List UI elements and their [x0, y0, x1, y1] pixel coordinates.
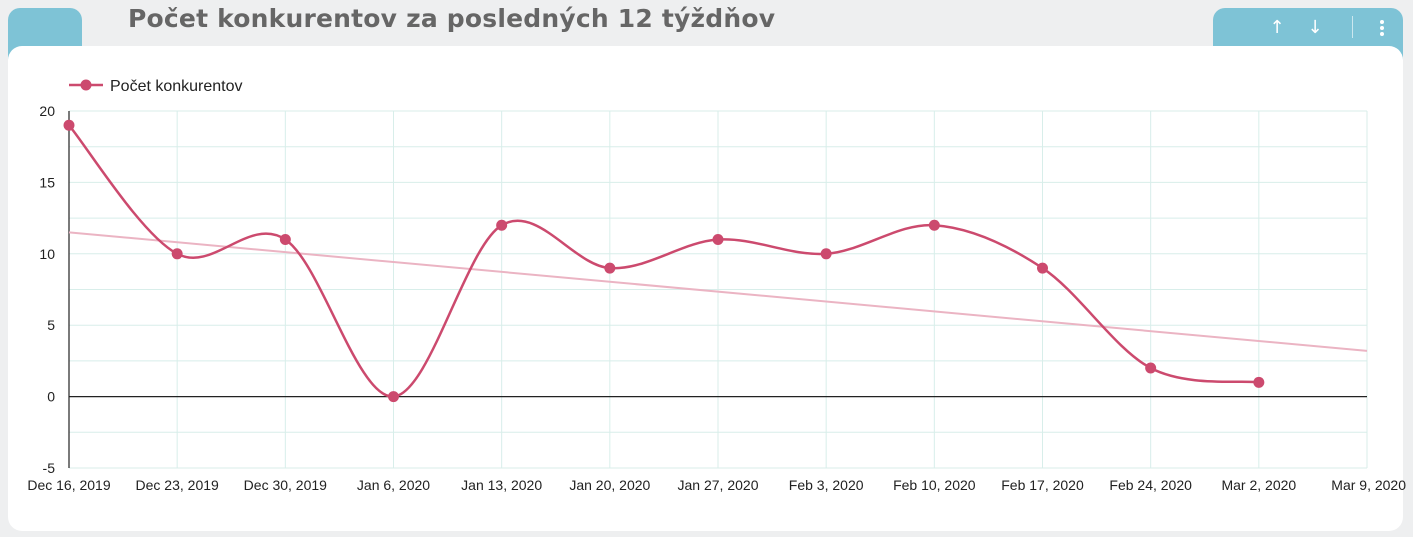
page-title: Počet konkurentov za posledných 12 týždň… [128, 4, 776, 33]
move-down-button[interactable]: ↓ [1302, 14, 1328, 42]
x-tick-label: Mar 9, 2020 [1331, 477, 1406, 493]
x-tick-label: Feb 3, 2020 [789, 477, 864, 493]
series-line [68, 124, 1259, 398]
x-tick-label: Dec 30, 2019 [244, 477, 327, 493]
y-tick-label: -5 [43, 460, 56, 476]
data-point [279, 234, 291, 246]
data-point [820, 248, 832, 260]
chart-card [8, 46, 1403, 531]
legend-label: Počet konkurentov [110, 78, 243, 95]
data-point [388, 391, 399, 403]
y-tick-label: 5 [47, 317, 55, 333]
data-point [1037, 262, 1048, 274]
legend-marker [80, 79, 92, 91]
y-tick-label: 0 [47, 389, 55, 405]
data-point [171, 248, 183, 260]
data-points [63, 119, 1265, 403]
trend-line [68, 231, 1368, 352]
data-point [928, 219, 940, 231]
x-tick-label: Jan 13, 2020 [461, 477, 542, 493]
x-tick-label: Jan 27, 2020 [678, 477, 759, 493]
x-tick-label: Feb 24, 2020 [1109, 477, 1192, 493]
controls-divider [1352, 16, 1353, 38]
data-point [712, 234, 724, 246]
move-up-button[interactable]: ↑ [1264, 14, 1290, 42]
x-tick-label: Feb 17, 2020 [1001, 477, 1084, 493]
y-axis-labels: -5 0 5 10 15 20 [39, 103, 55, 476]
y-tick-label: 10 [39, 246, 55, 262]
x-tick-label: Dec 23, 2019 [136, 477, 219, 493]
y-tick-label: 15 [39, 174, 55, 190]
x-tick-label: Mar 2, 2020 [1221, 477, 1296, 493]
x-axis-labels: Dec 16, 2019 Dec 23, 2019 Dec 30, 2019 Jan … [27, 477, 1406, 493]
data-point [1253, 376, 1265, 388]
data-point [63, 119, 75, 131]
axes [68, 111, 1367, 468]
legend: Počet konkurentov [69, 78, 243, 95]
grid [69, 110, 1368, 469]
x-tick-label: Jan 20, 2020 [569, 477, 650, 493]
x-tick-label: Jan 6, 2020 [357, 477, 430, 493]
more-options-icon[interactable] [1370, 14, 1394, 42]
x-tick-label: Dec 16, 2019 [27, 477, 110, 493]
y-tick-label: 20 [39, 103, 55, 119]
x-tick-label: Feb 10, 2020 [893, 477, 976, 493]
data-point [1145, 362, 1157, 374]
data-point [496, 219, 508, 231]
data-point [604, 262, 616, 274]
